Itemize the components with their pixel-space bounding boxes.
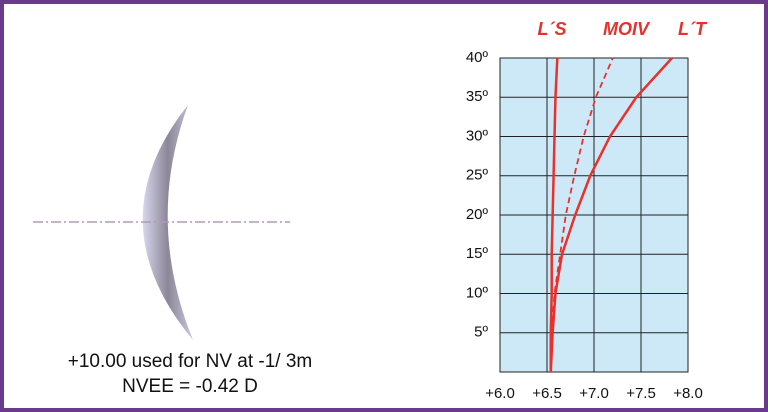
y-tick-label: 35º bbox=[466, 88, 489, 105]
y-tick-label: 20º bbox=[466, 206, 489, 223]
legend-label: MOIV bbox=[603, 19, 651, 39]
y-tick-label: 25º bbox=[466, 167, 489, 184]
caption: NVEE = -0.42 D bbox=[122, 376, 258, 397]
y-tick-label: 5º bbox=[474, 324, 488, 341]
legend-label: L´S bbox=[538, 19, 567, 39]
x-tick-label: +6.0 bbox=[485, 385, 515, 402]
x-tick-label: +8.0 bbox=[673, 385, 703, 402]
y-tick-label: 15º bbox=[466, 245, 489, 262]
y-tick-label: 40º bbox=[466, 49, 489, 66]
y-tick-label: 30º bbox=[466, 127, 489, 144]
legend-label: L´T bbox=[678, 19, 708, 39]
caption: +10.00 used for NV at -1/ 3m bbox=[68, 351, 313, 372]
y-tick-label: 10º bbox=[466, 284, 489, 301]
figure: +10.00 used for NV at -1/ 3m NVEE = -0.4… bbox=[0, 0, 768, 412]
x-tick-label: +7.5 bbox=[626, 385, 656, 402]
x-tick-label: +6.5 bbox=[532, 385, 562, 402]
x-tick-label: +7.0 bbox=[579, 385, 609, 402]
